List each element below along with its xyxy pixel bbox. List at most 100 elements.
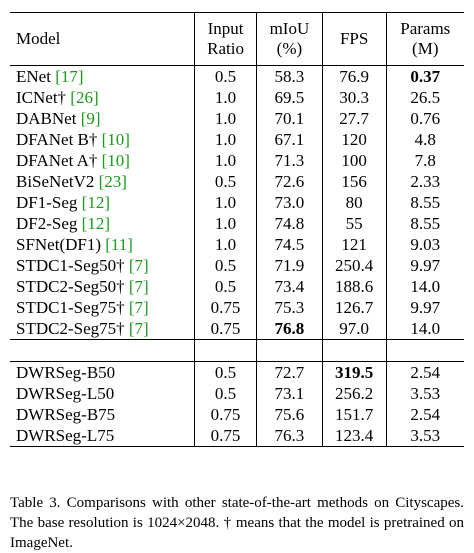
cell-input-ratio: 1.0 [193,234,257,255]
table-row: DF1-Seg [12] 1.0 73.0 80 8.55 [10,192,464,213]
cell-fps: 120 [321,129,387,150]
model-name: DWRSeg-L50 [16,383,115,403]
cell-miou: 72.7 [256,361,323,383]
citation-link[interactable]: [12] [81,213,110,233]
cell-model: DFANet B† [10] [10,129,195,150]
cell-miou: 75.3 [256,297,323,318]
cell-fps: 151.7 [321,404,387,425]
table-row: DABNet [9] 1.0 70.1 27.7 0.76 [10,108,464,129]
citation-link[interactable]: [12] [81,192,110,212]
cell-model: DF1-Seg [12] [10,192,195,213]
cell-params: 3.53 [385,425,464,447]
cell-model: STDC1-Seg50† [7] [10,255,195,276]
cell-fps: 55 [321,213,387,234]
citation-link[interactable]: [17] [55,66,84,86]
cell-params: 3.53 [385,383,464,404]
table-row: DWRSeg-L75 0.75 76.3 123.4 3.53 [10,425,464,447]
citation-link[interactable]: [10] [101,129,130,149]
cell-fps: 121 [321,234,387,255]
cell-input-ratio: 0.5 [193,171,257,192]
cell-input-ratio: 0.75 [193,318,257,340]
citation-link[interactable]: [11] [105,234,133,254]
citation-link[interactable]: [10] [101,150,130,170]
table-row: DWRSeg-B50 0.5 72.7 319.5 2.54 [10,361,464,384]
citation-link[interactable]: [7] [128,318,149,338]
cell-model: SFNet(DF1) [11] [10,234,195,255]
table-row: SFNet(DF1) [11] 1.0 74.5 121 9.03 [10,234,464,255]
header-params-line1: Params [400,19,451,38]
cell-params: 9.97 [385,255,464,276]
cell-miou: 73.0 [256,192,323,213]
cell-input-ratio: 0.5 [193,65,257,87]
cell-model: ICNet† [26] [10,87,195,108]
cell-params: 14.0 [385,276,464,297]
cell-input-ratio: 0.75 [193,297,257,318]
cell-miou: 69.5 [256,87,323,108]
cell-fps: 256.2 [321,383,387,404]
cell-fps: 126.7 [321,297,387,318]
cell-fps: 27.7 [321,108,387,129]
cell-input-ratio: 0.5 [193,383,257,404]
table-row: ENet [17] 0.5 58.3 76.9 0.37 [10,65,464,87]
citation-link[interactable]: [7] [128,297,149,317]
cell-input-ratio: 0.5 [193,255,257,276]
citation-link[interactable]: [9] [80,108,101,128]
header-params: Params (M) [385,12,464,66]
cell-model: DWRSeg-B50 [10,362,195,384]
table-row: DF2-Seg [12] 1.0 74.8 55 8.55 [10,213,464,234]
cell-input-ratio: 0.5 [193,276,257,297]
header-fps-label: FPS [339,29,369,48]
table-row: BiSeNetV2 [23] 0.5 72.6 156 2.33 [10,171,464,192]
cell-params: 26.5 [385,87,464,108]
cell-miou: 72.6 [256,171,323,192]
cell-model: DWRSeg-L75 [10,425,195,447]
model-name: DFANet A† [16,150,102,170]
cell-model: BiSeNetV2 [23] [10,171,195,192]
cell-params: 8.55 [385,213,464,234]
cell-fps: 123.4 [321,425,387,447]
cell-input-ratio: 1.0 [193,150,257,171]
citation-link[interactable]: [7] [128,276,149,296]
cell-params: 14.0 [385,318,464,340]
cell-fps: 97.0 [321,318,387,340]
cell-model: STDC1-Seg75† [7] [10,297,195,318]
table-row: DWRSeg-B75 0.75 75.6 151.7 2.54 [10,404,464,425]
cell-miou: 73.4 [256,276,323,297]
cell-input-ratio: 1.0 [193,213,257,234]
citation-link[interactable]: [23] [98,171,127,191]
citation-link[interactable]: [26] [70,87,99,107]
header-fps: FPS [321,12,387,66]
cell-params: 8.55 [385,192,464,213]
cell-params: 4.8 [385,129,464,150]
citation-link[interactable]: [7] [128,255,149,275]
table-group-baselines: ENet [17] 0.5 58.3 76.9 0.37 ICNet† [26] 1.0 69… [10,65,464,340]
model-name: STDC1-Seg50† [16,255,129,275]
cell-model: STDC2-Seg75† [7] [10,318,195,340]
cell-model: DF2-Seg [12] [10,213,195,234]
model-name: DWRSeg-L75 [16,425,115,445]
table-row: ICNet† [26] 1.0 69.5 30.3 26.5 [10,87,464,108]
cell-fps: 188.6 [321,276,387,297]
cell-params: 9.03 [385,234,464,255]
cell-miou: 76.3 [256,425,323,447]
cell-fps: 250.4 [321,255,387,276]
model-name: DFANet B† [16,129,102,149]
model-name: BiSeNetV2 [16,171,99,191]
header-miou-line1: mIoU [269,19,310,38]
cell-model: DFANet A† [10] [10,150,195,171]
table-row: STDC2-Seg75† [7] 0.75 76.8 97.0 14.0 [10,318,464,340]
cell-model: DABNet [9] [10,108,195,129]
model-name: SFNet(DF1) [16,234,106,254]
header-miou: mIoU (%) [256,12,323,66]
cell-miou: 70.1 [256,108,323,129]
model-name: DABNet [16,108,81,128]
table-row: STDC1-Seg50† [7] 0.5 71.9 250.4 9.97 [10,255,464,276]
cell-input-ratio: 1.0 [193,108,257,129]
cell-fps: 156 [321,171,387,192]
results-table: Model Input Ratio mIoU (%) FPS Params (M… [10,12,464,447]
cell-input-ratio: 0.75 [193,425,257,447]
cell-input-ratio: 0.5 [193,361,257,383]
cell-miou: 71.9 [256,255,323,276]
table-caption: Table 3. Comparisons with other state-of… [10,495,464,551]
